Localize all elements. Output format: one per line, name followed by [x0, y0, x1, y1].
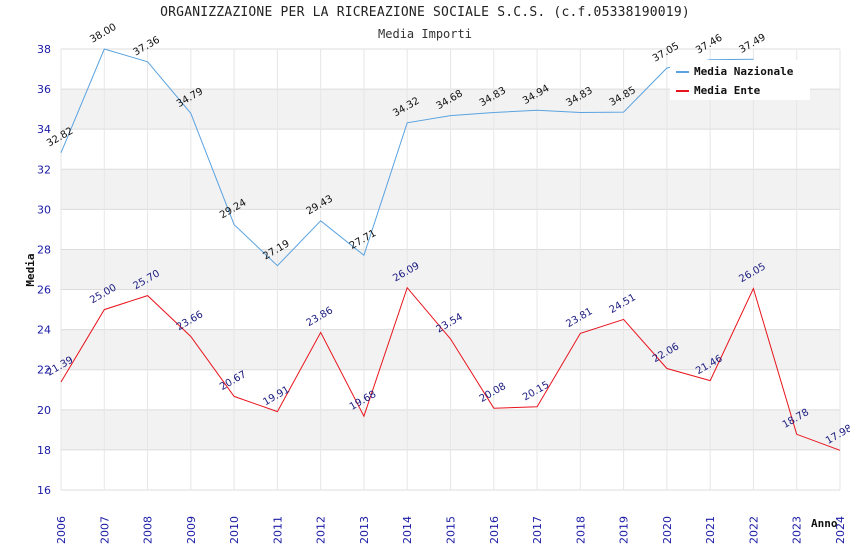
x-tick-label: 2009	[185, 516, 198, 544]
grid-lines	[60, 48, 841, 491]
legend: Media Nazionale Media Ente	[670, 60, 810, 100]
y-tick-label: 38	[37, 43, 51, 56]
y-tick-label: 18	[37, 444, 51, 457]
x-tick-label: 2015	[445, 516, 458, 544]
legend-box	[670, 60, 810, 100]
data-label: 38.00	[88, 22, 118, 46]
x-tick-label: 2014	[401, 516, 414, 544]
x-tick-label: 2024	[834, 516, 847, 544]
y-tick-label: 22	[37, 364, 51, 377]
y-tick-label: 28	[37, 243, 51, 256]
x-tick-label: 2007	[98, 516, 111, 544]
chart-subtitle: Media Importi	[378, 27, 472, 41]
x-tick-label: 2021	[704, 516, 717, 544]
series-line-media-ente	[60, 286, 841, 451]
y-tick-label: 20	[37, 404, 51, 417]
legend-label-media-nazionale: Media Nazionale	[694, 65, 794, 78]
y-axis-ticks: 16 18 20 22 24 26 28 30 32 34 36 38	[37, 43, 51, 497]
y-tick-label: 24	[37, 324, 51, 337]
x-tick-label: 2006	[55, 516, 68, 544]
x-tick-label: 2019	[618, 516, 631, 544]
legend-label-media-ente: Media Ente	[694, 84, 761, 97]
x-tick-label: 2022	[747, 516, 760, 544]
series-line-media-nazionale	[60, 48, 754, 267]
x-tick-label: 2016	[488, 516, 501, 544]
x-tick-label: 2020	[661, 516, 674, 544]
x-tick-label: 2012	[315, 516, 328, 544]
x-tick-label: 2023	[791, 516, 804, 544]
x-tick-label: 2010	[228, 516, 241, 544]
series-lines	[60, 48, 841, 451]
x-tick-label: 2008	[142, 516, 155, 544]
x-tick-label: 2013	[358, 516, 371, 544]
x-axis-ticks: 2006 2007 2008 2009 2010 2011 2012 2013 2014 2015…	[55, 516, 847, 544]
y-tick-label: 32	[37, 163, 51, 176]
y-tick-label: 26	[37, 284, 51, 297]
y-tick-label: 36	[37, 83, 51, 96]
y-axis-label: Media	[24, 253, 37, 286]
x-tick-label: 2011	[271, 516, 284, 544]
y-tick-label: 16	[37, 484, 51, 497]
chart-title: ORGANIZZAZIONE PER LA RICREAZIONE SOCIAL…	[160, 5, 690, 20]
x-tick-label: 2018	[574, 516, 587, 544]
x-axis-label: Anno	[811, 517, 838, 530]
y-tick-label: 34	[37, 123, 51, 136]
y-tick-label: 30	[37, 203, 51, 216]
x-tick-label: 2017	[531, 516, 544, 544]
